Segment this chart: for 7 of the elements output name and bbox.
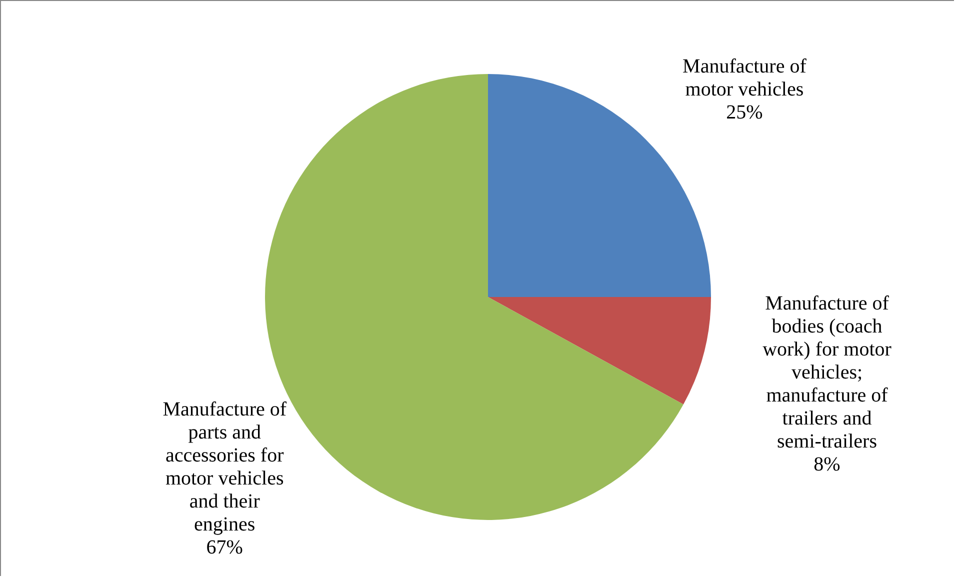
- slice-label: Manufacture of parts and accessories for motor vehicles and their engines: [162, 398, 287, 536]
- data-label: 25%: [726, 101, 763, 124]
- data-label: 8%: [814, 454, 840, 476]
- slice-label: Manufacture of bodies (coach work) for motor vehicles; manufacture of trailers and semi-trailers: [762, 292, 892, 453]
- pie-slice: [488, 297, 711, 404]
- data-label: 67%: [206, 536, 243, 559]
- slice-label: Manufacture of motor vehicles: [682, 55, 807, 100]
